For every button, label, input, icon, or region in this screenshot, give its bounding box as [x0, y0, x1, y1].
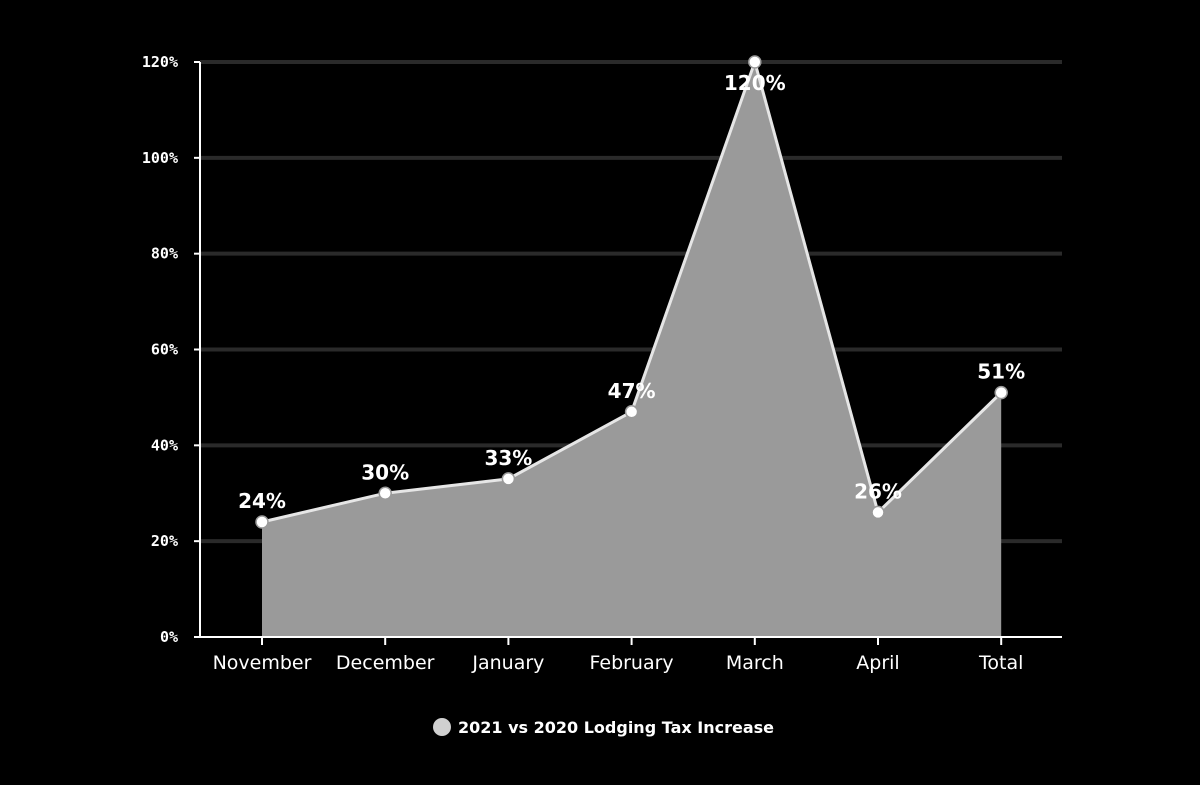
x-tick-label: April [856, 652, 899, 674]
y-tick-label: 80% [151, 245, 178, 263]
x-tick-label: March [726, 652, 784, 674]
data-label: 26% [854, 479, 902, 503]
data-label: 33% [484, 446, 532, 470]
area-fill [262, 62, 1002, 637]
data-point [378, 486, 392, 500]
legend-marker [433, 718, 451, 736]
y-tick-label: 0% [160, 628, 178, 646]
y-tick-label: 120% [142, 53, 178, 71]
markers [255, 55, 1008, 529]
y-tick-label: 40% [151, 436, 178, 454]
data-label: 30% [361, 460, 409, 484]
data-point [624, 405, 639, 419]
data-point [501, 472, 516, 486]
y-tick-label: 100% [142, 149, 178, 167]
x-tick-label: November [213, 652, 312, 674]
data-label: 24% [238, 489, 286, 513]
data-point [255, 515, 269, 529]
data-point [994, 385, 1008, 400]
data-label: 120% [724, 71, 786, 95]
data-point [871, 505, 885, 520]
data-labels: 24% 30% 33% 47% 120% 26% 51% [238, 71, 1025, 513]
x-tick-label: January [471, 652, 544, 674]
x-tick-label: February [589, 652, 673, 674]
y-tick-label: 20% [151, 532, 178, 550]
data-point [748, 55, 762, 69]
legend: 2021 vs 2020 Lodging Tax Increase [433, 718, 774, 737]
data-label: 51% [977, 360, 1025, 384]
x-tick-label: Total [978, 652, 1023, 674]
x-tick-label: December [336, 652, 435, 674]
data-label: 47% [608, 379, 656, 403]
legend-label[interactable]: 2021 vs 2020 Lodging Tax Increase [458, 718, 774, 737]
y-tick-label: 60% [151, 341, 178, 359]
axes: 0% 20% 40% 60% 80% 100% 120% November December Ja… [142, 53, 1062, 674]
